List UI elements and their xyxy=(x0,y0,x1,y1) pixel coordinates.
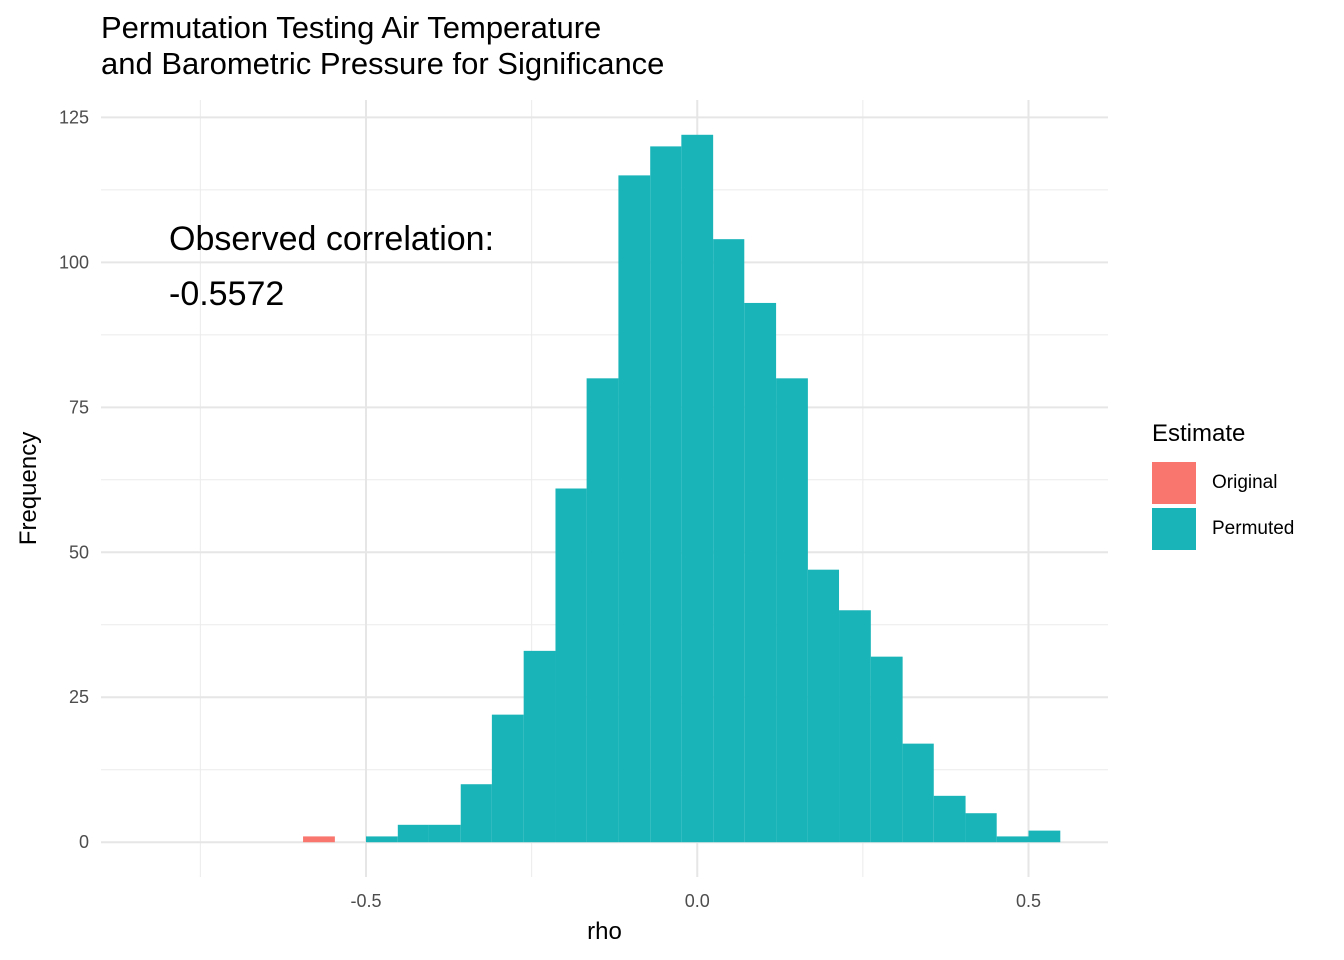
bar-permuted xyxy=(523,650,556,843)
chart-title-line-1: Permutation Testing Air Temperature xyxy=(101,10,602,45)
bar-permuted xyxy=(586,378,619,843)
x-tick-label: -0.5 xyxy=(350,891,381,911)
bar-permuted xyxy=(428,824,461,843)
bar-permuted xyxy=(491,714,524,843)
bar-permuted xyxy=(618,175,651,843)
legend-item-permuted: Permuted xyxy=(1152,506,1294,552)
x-axis-title: rho xyxy=(587,918,622,945)
legend-swatch-original xyxy=(1152,462,1196,504)
x-tick-label: 0.0 xyxy=(685,891,710,911)
annotation-label: Observed correlation: xyxy=(169,220,494,258)
grid-minor xyxy=(101,100,1108,877)
x-axis-ticks: -0.5 0.0 0.5 xyxy=(350,891,1041,911)
y-tick-label: 125 xyxy=(59,107,89,127)
bar-permuted xyxy=(713,239,745,843)
legend-title: Estimate xyxy=(1152,420,1246,447)
y-axis-ticks: 0 25 50 75 100 125 xyxy=(59,107,89,852)
bar-permuted xyxy=(555,488,587,843)
x-tick-label: 0.5 xyxy=(1016,891,1041,911)
bar-permuted xyxy=(965,813,997,843)
bar-permuted xyxy=(681,134,714,843)
bar-original xyxy=(303,836,335,843)
legend-label-original: Original xyxy=(1212,472,1278,493)
legend: Estimate Original Permuted xyxy=(1152,420,1294,552)
bar-permuted xyxy=(744,302,777,843)
legend-label-permuted: Permuted xyxy=(1212,518,1295,539)
y-tick-label: 25 xyxy=(69,687,89,707)
chart-title-line-2: and Barometric Pressure for Significance xyxy=(101,46,665,81)
annotation-value: -0.5572 xyxy=(169,275,284,313)
bar-permuted xyxy=(366,836,398,843)
bar-permuted xyxy=(933,795,966,843)
bar-permuted xyxy=(870,656,903,843)
legend-swatch-permuted xyxy=(1152,508,1196,550)
bar-permuted xyxy=(776,378,808,843)
bar-permuted xyxy=(460,784,492,843)
bar-permuted xyxy=(397,824,429,843)
bar-permuted xyxy=(839,610,871,843)
y-tick-label: 100 xyxy=(59,252,89,272)
bar-permuted xyxy=(996,836,1029,843)
y-axis-title: Frequency xyxy=(15,432,42,545)
y-tick-label: 50 xyxy=(69,542,89,562)
chart-title: Permutation Testing Air Temperature and … xyxy=(101,10,664,82)
histogram-bars xyxy=(303,134,1061,843)
y-tick-label: 75 xyxy=(69,397,89,417)
bar-permuted xyxy=(650,146,682,843)
y-tick-label: 0 xyxy=(79,832,89,852)
bar-permuted xyxy=(902,743,934,843)
bar-permuted xyxy=(1028,830,1061,843)
bar-permuted xyxy=(807,569,840,843)
legend-item-original: Original xyxy=(1152,460,1294,506)
